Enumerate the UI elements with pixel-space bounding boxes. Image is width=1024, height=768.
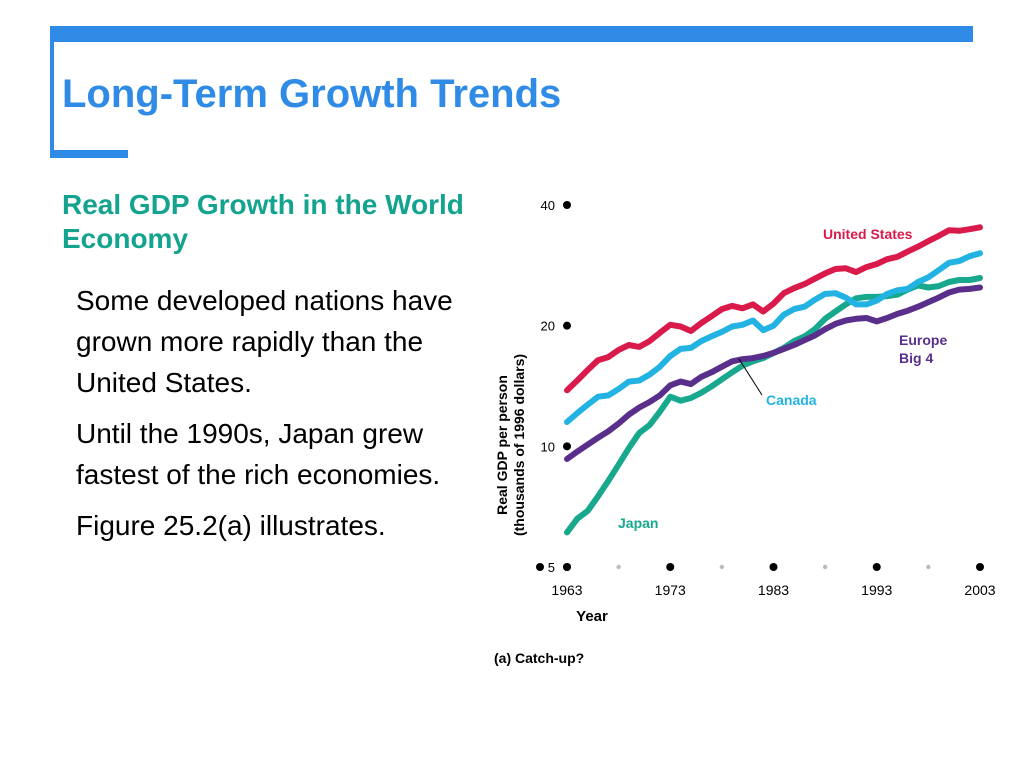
y-tick-label: 5 — [548, 560, 555, 575]
y-tick-label: 20 — [541, 319, 555, 334]
x-tick-label: 1973 — [655, 582, 686, 598]
bullet-item: Some developed nations have grown more r… — [76, 285, 453, 398]
bullet-item: Figure 25.2(a) illustrates. — [76, 510, 386, 541]
x-minor-tick-dot — [822, 564, 828, 570]
x-tick-dot — [769, 563, 778, 571]
y-tick-dot — [563, 201, 571, 209]
x-tick-dot — [563, 563, 571, 571]
canada-leader-line — [738, 358, 763, 396]
x-minor-tick-dot — [719, 564, 725, 570]
x-tick-label: 1963 — [551, 582, 582, 598]
slide-title: Long-Term Growth Trends — [62, 72, 562, 116]
top-accent-bar — [50, 26, 973, 42]
bullet-list: Some developed nations have grown more r… — [76, 280, 476, 556]
y-axis-label-line1: Real GDP per person — [494, 375, 510, 515]
series-line-europe-big-4 — [564, 284, 983, 462]
series-label-europe-big-4: Big 4 — [899, 350, 933, 366]
y-tick-dot — [563, 321, 571, 330]
x-origin-dot — [536, 563, 544, 571]
left-accent-bar — [50, 26, 54, 158]
series-label-europe-big-4: Europe — [899, 332, 947, 348]
x-minor-tick-dot — [926, 564, 931, 570]
bullet-item: Until the 1990s, Japan grew fastest of t… — [76, 418, 441, 490]
series-label-canada: Canada — [766, 392, 817, 408]
bottom-accent-bar — [50, 150, 128, 158]
x-tick-dot — [976, 563, 984, 571]
series-label-united-states: United States — [823, 226, 913, 242]
y-tick-label: 10 — [541, 439, 555, 454]
y-tick-label: 40 — [541, 198, 555, 213]
slide-subtitle: Real GDP Growth in the World Economy — [62, 189, 464, 254]
chart-caption: (a) Catch-up? — [494, 650, 584, 666]
y-axis-label-line2: (thousands of 1996 dollars) — [511, 354, 527, 536]
x-tick-label: 2003 — [964, 582, 995, 598]
gdp-line-chart: 5 10 20 40 1963 1973 1983 1993 2003 United State… — [494, 198, 996, 666]
x-tick-label: 1983 — [758, 582, 789, 598]
series-line-canada — [564, 250, 983, 425]
x-axis-label: Year — [576, 608, 608, 625]
x-tick-dot — [666, 563, 675, 571]
series-line-united-states — [564, 224, 983, 394]
y-tick-dot — [563, 442, 571, 451]
x-tick-dot — [872, 563, 881, 571]
x-tick-label: 1993 — [861, 582, 892, 598]
x-minor-tick-dot — [616, 564, 621, 570]
series-label-japan: Japan — [618, 515, 658, 531]
